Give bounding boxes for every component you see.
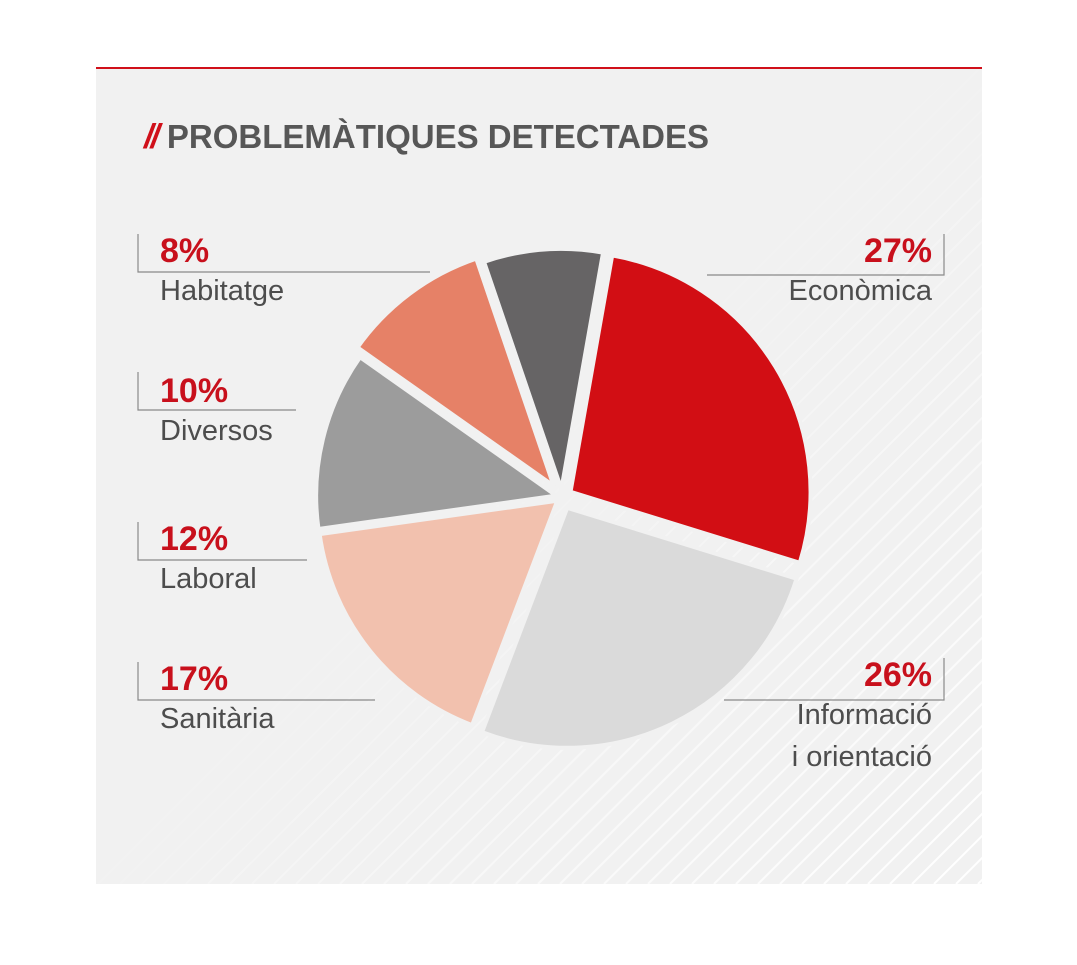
slice-name-label: Laboral xyxy=(160,563,257,595)
slice-value-label: 8% xyxy=(160,232,210,270)
leader-diversos xyxy=(137,372,296,411)
slice-value-label: 10% xyxy=(160,372,229,410)
slice-name-label: Econòmica xyxy=(788,275,932,307)
leader-economica xyxy=(707,234,945,276)
slice-name-label: Diversos xyxy=(160,415,273,447)
label-laboral: 12% Laboral xyxy=(138,520,257,600)
label-economica: 27% Econòmica xyxy=(789,232,946,312)
pie-slice-econ-mica xyxy=(568,253,813,566)
label-informacio: 26% Informació i orientació xyxy=(792,656,946,778)
title-slash-mark: // xyxy=(144,118,160,156)
slice-value-label: 12% xyxy=(160,520,229,558)
pie-slice-diversos xyxy=(354,256,558,491)
slice-value-label: 26% xyxy=(863,656,932,694)
slice-name-label: Informació xyxy=(796,699,932,731)
top-rule xyxy=(96,67,982,69)
leader-habitatge xyxy=(137,234,430,273)
pie-slice-informaci-i-orientaci- xyxy=(479,505,800,750)
leader-informacio xyxy=(724,658,945,701)
leader-laboral xyxy=(137,522,307,561)
label-diversos: 10% Diversos xyxy=(138,372,273,452)
slice-name-label: i orientació xyxy=(791,741,932,773)
leader-sanitaria xyxy=(137,662,375,701)
slice-value-label: 27% xyxy=(863,232,932,270)
slice-value-label: 17% xyxy=(160,660,229,698)
pie-slice-laboral xyxy=(314,354,562,532)
pie-slice-sanit-ria xyxy=(317,498,561,728)
chart-title: //PROBLEMÀTIQUES DETECTADES xyxy=(144,118,709,157)
slice-name-label: Sanitària xyxy=(160,703,275,735)
pie-slice-habitatge xyxy=(481,247,606,490)
label-sanitaria: 17% Sanitària xyxy=(138,660,274,740)
slice-name-label: Habitatge xyxy=(160,275,285,307)
label-habitatge: 8% Habitatge xyxy=(138,232,284,312)
chart-title-text: PROBLEMÀTIQUES DETECTADES xyxy=(166,118,709,155)
